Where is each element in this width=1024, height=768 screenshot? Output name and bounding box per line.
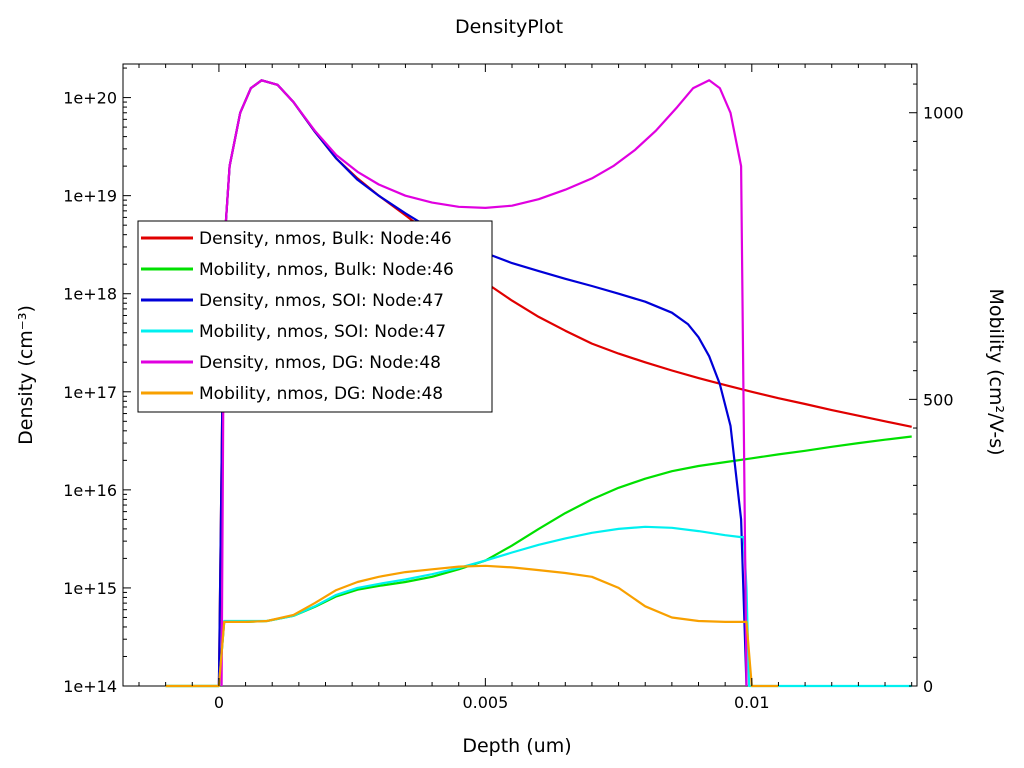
y-axis-right-label: Mobility (cm²/V-s) (985, 288, 1007, 455)
y-left-tick-label: 1e+19 (63, 187, 117, 206)
x-axis-label: Depth (um) (462, 735, 571, 757)
legend-box (137, 220, 493, 413)
x-tick-label: 0.01 (734, 693, 770, 712)
y-right-tick-label: 1000 (923, 104, 964, 123)
y-right-tick-label: 0 (923, 677, 933, 696)
y-left-tick-label: 1e+16 (63, 481, 117, 500)
x-tick-label: 0.005 (462, 693, 508, 712)
legend-label: Density, nmos, SOI: Node:47 (199, 291, 444, 311)
y-axis-left-label: Density (cm⁻³) (15, 305, 37, 445)
y-left-tick-label: 1e+14 (63, 677, 117, 696)
plot-frame (122, 63, 918, 687)
x-tick-label: 0 (214, 693, 224, 712)
y-right-tick-label: 500 (923, 390, 954, 409)
chart-title: DensityPlot (455, 16, 563, 38)
y-left-tick-label: 1e+15 (63, 579, 117, 598)
y-left-tick-label: 1e+18 (63, 285, 117, 304)
legend-label: Mobility, nmos, DG: Node:48 (199, 384, 443, 404)
legend-label: Density, nmos, DG: Node:48 (199, 353, 441, 373)
legend-label: Mobility, nmos, Bulk: Node:46 (199, 260, 454, 280)
series-line-2 (165, 435, 912, 688)
legend-label: Density, nmos, Bulk: Node:46 (199, 229, 452, 249)
series-line-5 (220, 79, 748, 687)
y-axis-right: 0 500 1000 (909, 83, 964, 696)
legend-label: Mobility, nmos, SOI: Node:47 (199, 322, 446, 342)
series-line-6 (165, 564, 779, 688)
y-left-tick-label: 1e+20 (63, 89, 117, 108)
series-line-4 (165, 525, 912, 688)
y-left-tick-label: 1e+17 (63, 383, 117, 402)
x-axis: 0 0.005 0.01 (138, 64, 913, 712)
y-axis-left: 1e+14 1e+15 1e+16 1e+17 1e+18 1e+19 1e+20 (63, 67, 131, 696)
legend: Density, nmos, Bulk: Node:46 Mobility, nm… (137, 220, 493, 413)
